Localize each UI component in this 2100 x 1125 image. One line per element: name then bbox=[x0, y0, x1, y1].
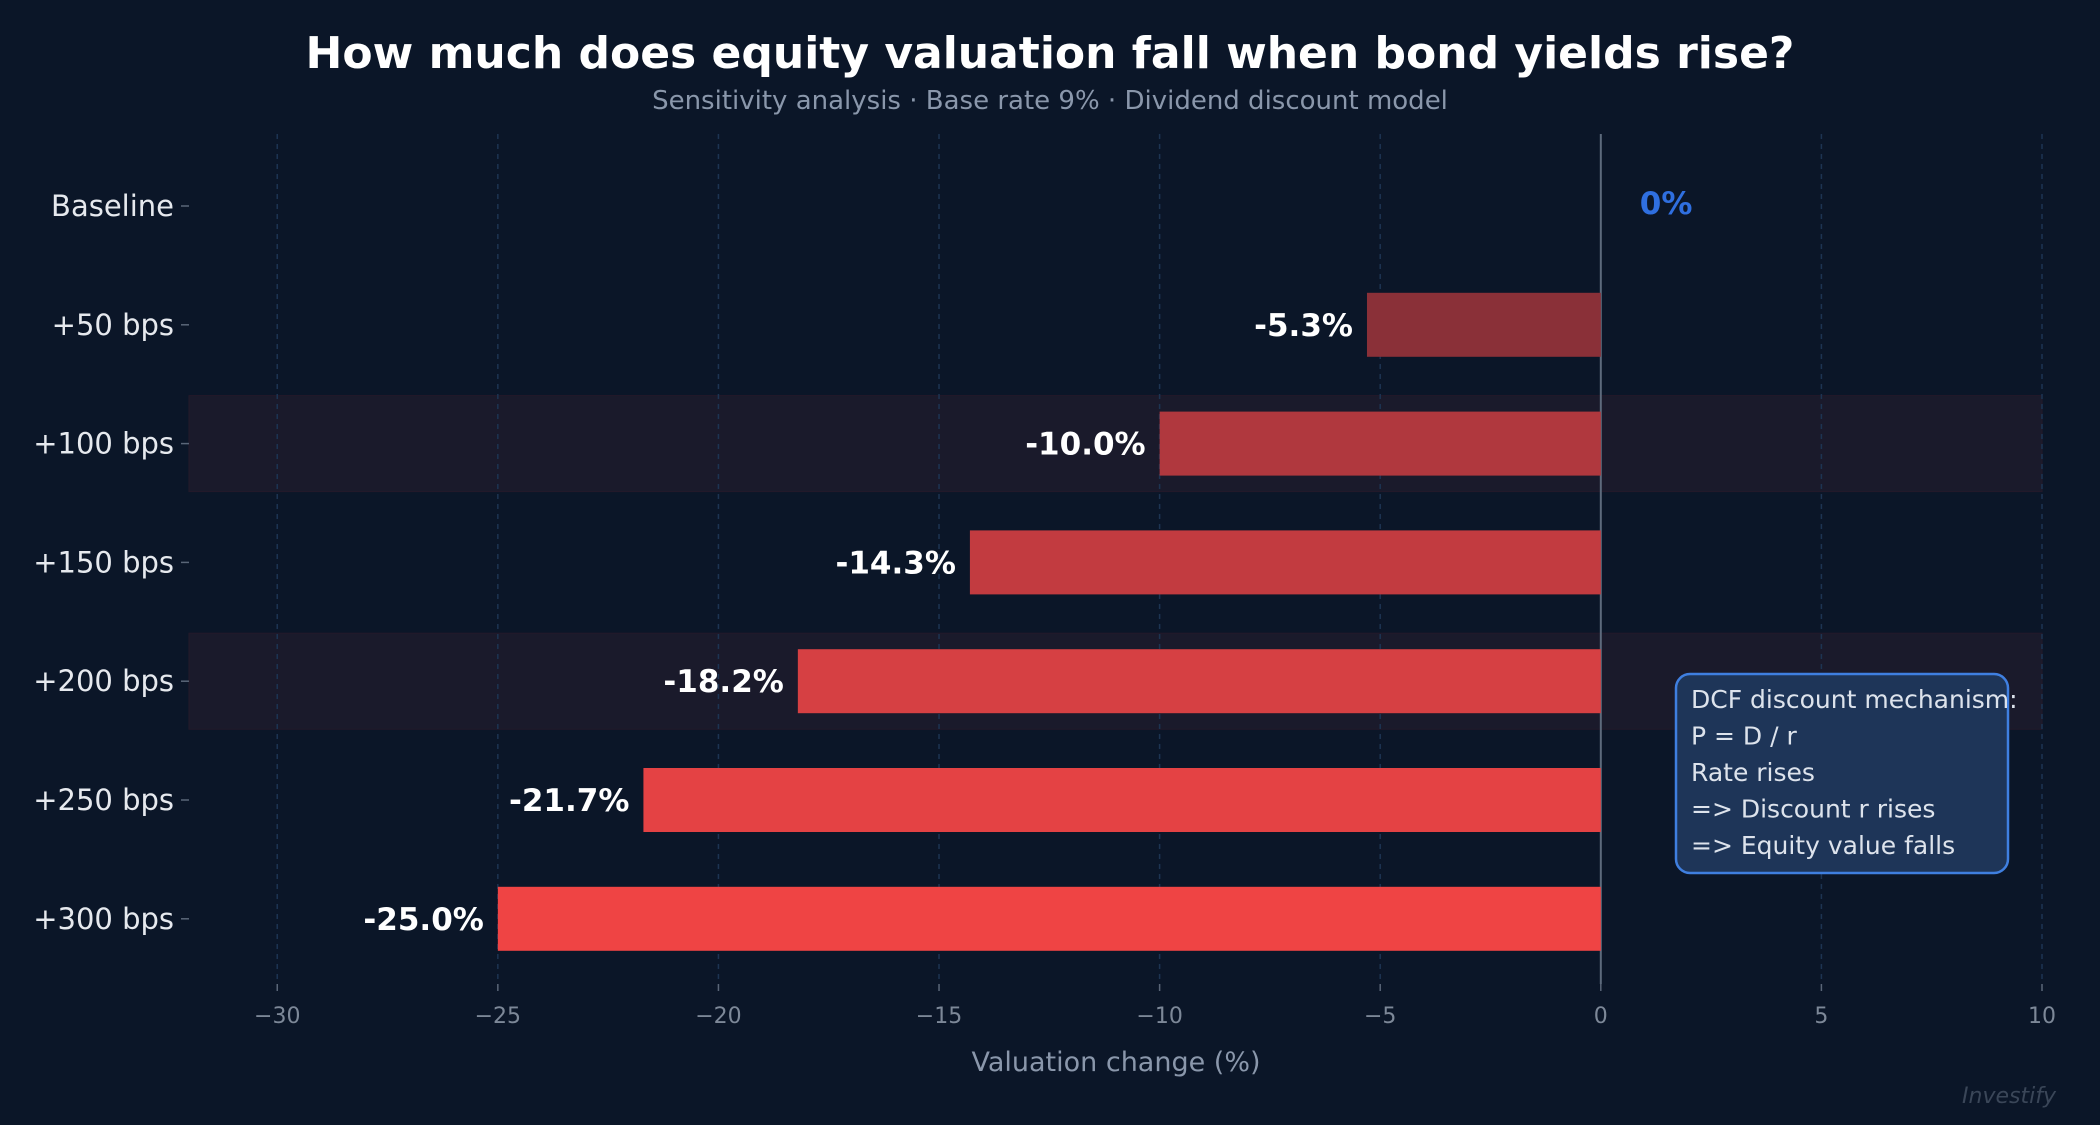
annotation-line: => Equity value falls bbox=[1691, 831, 1955, 860]
bar bbox=[969, 530, 1601, 595]
x-tick-label: 10 bbox=[2028, 1004, 2056, 1029]
chart-subtitle: Sensitivity analysis · Base rate 9% · Di… bbox=[652, 86, 1448, 116]
data-label: -25.0% bbox=[363, 902, 483, 938]
data-label: -18.2% bbox=[663, 664, 783, 700]
data-label: -10.0% bbox=[1025, 427, 1145, 463]
annotation-box: DCF discount mechanism: P = D / r Rate ris… bbox=[1674, 672, 2018, 875]
bar bbox=[643, 768, 1601, 832]
x-axis-label: Valuation change (%) bbox=[971, 1047, 1260, 1078]
x-tick-label: −25 bbox=[475, 1004, 521, 1029]
data-label: 0% bbox=[1640, 186, 1693, 222]
chart-title: How much does equity valuation fall when… bbox=[306, 28, 1795, 79]
data-label: -5.3% bbox=[1254, 308, 1353, 344]
x-tick-label: −20 bbox=[695, 1004, 741, 1029]
x-tick-label: −10 bbox=[1136, 1004, 1182, 1029]
y-tick-label: +250 bps bbox=[33, 783, 174, 817]
annotation-line: DCF discount mechanism: bbox=[1691, 685, 2018, 714]
watermark: Investify bbox=[1962, 1084, 2057, 1109]
x-tick-label: 5 bbox=[1814, 1004, 1828, 1029]
annotation-text: DCF discount mechanism: P = D / r Rate ris… bbox=[1691, 685, 2018, 860]
y-tick-label: +150 bps bbox=[33, 545, 174, 579]
x-tick-label: −30 bbox=[254, 1004, 300, 1029]
annotation-line: => Discount r rises bbox=[1691, 795, 1935, 824]
bar bbox=[797, 649, 1601, 714]
bar bbox=[1366, 292, 1601, 357]
y-tick-label: +200 bps bbox=[33, 664, 174, 698]
data-label: -14.3% bbox=[835, 545, 955, 581]
x-tick-label: −5 bbox=[1364, 1004, 1396, 1029]
y-tick-label: +50 bps bbox=[52, 308, 174, 342]
annotation-line: P = D / r bbox=[1691, 722, 1797, 751]
x-tick-label: 0 bbox=[1594, 1004, 1608, 1029]
data-label: -21.7% bbox=[509, 783, 629, 819]
y-tick-label: +100 bps bbox=[33, 427, 174, 461]
bar bbox=[1159, 411, 1601, 476]
x-tick-label: −15 bbox=[916, 1004, 962, 1029]
annotation-line: Rate rises bbox=[1691, 758, 1815, 787]
y-tick-label: Baseline bbox=[51, 189, 174, 223]
y-tick-label: +300 bps bbox=[33, 902, 174, 936]
bar bbox=[497, 886, 1601, 951]
